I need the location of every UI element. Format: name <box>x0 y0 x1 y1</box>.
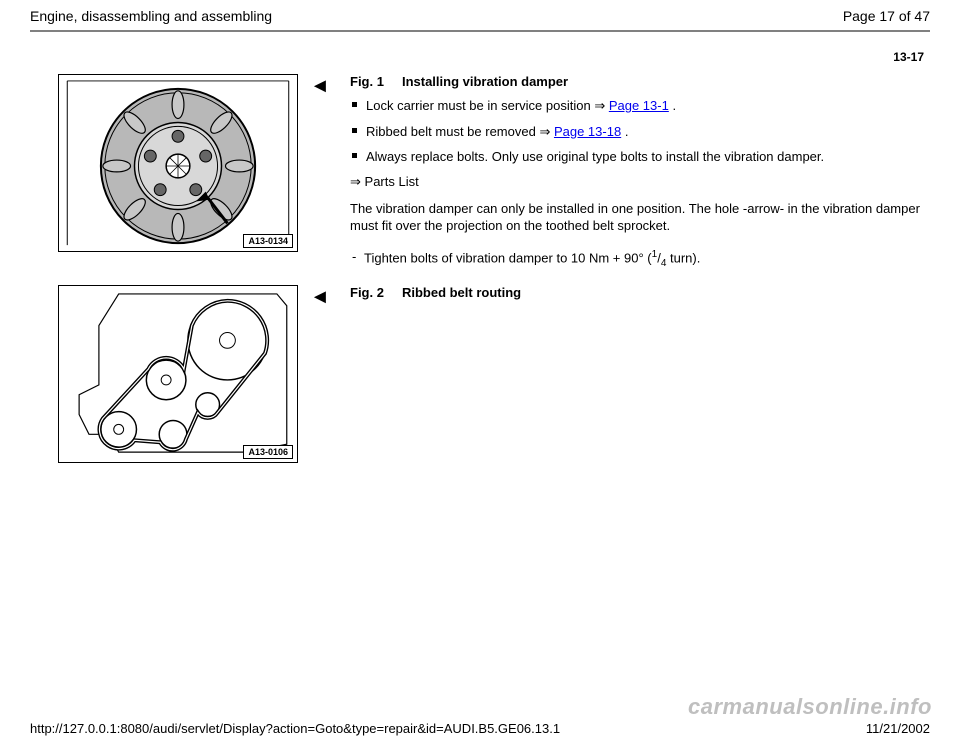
bullet-1-pre: Lock carrier must be in service position <box>366 98 594 113</box>
fig1-body: The vibration damper can only be install… <box>350 200 930 235</box>
footer-date: 11/21/2002 <box>866 721 930 736</box>
section1-text: Fig. 1 Installing vibration damper Lock … <box>350 74 930 271</box>
section-fig1: A13-0134 ◄ Fig. 1 Installing vibration d… <box>0 70 960 281</box>
page-footer: http://127.0.0.1:8080/audi/servlet/Displ… <box>0 721 960 736</box>
figure2-box: A13-0106 <box>58 285 298 463</box>
figure1-label: A13-0134 <box>243 234 293 248</box>
bullet-1-post: . <box>672 98 676 113</box>
doc-title: Engine, disassembling and assembling <box>30 8 272 24</box>
section2-text: Fig. 2 Ribbed belt routing <box>350 285 930 463</box>
fig1-title: Installing vibration damper <box>402 74 568 89</box>
fig1-bullets: Lock carrier must be in service position… <box>350 97 930 166</box>
bullet-3: Always replace bolts. Only use original … <box>350 148 930 166</box>
bullet-2-pre: Ribbed belt must be removed <box>366 124 539 139</box>
tighten-open: ( <box>644 250 652 265</box>
vibration-damper-illustration <box>59 75 297 251</box>
fig2-title: Ribbed belt routing <box>402 285 521 300</box>
link-page-13-18[interactable]: Page 13-18 <box>554 124 621 139</box>
arrow-right-icon: ⇒ <box>350 174 361 189</box>
arrow-right-icon: ⇒ <box>539 124 554 139</box>
fig2-number: Fig. 2 <box>350 285 384 300</box>
bullet-2-post: . <box>625 124 629 139</box>
link-page-13-1[interactable]: Page 13-1 <box>609 98 669 113</box>
parts-list-row: ⇒ Parts List <box>350 174 930 190</box>
watermark-text: carmanualsonline.info <box>688 694 932 720</box>
tighten-post: turn). <box>666 250 700 265</box>
pointer-arrow-2: ◄ <box>310 285 338 463</box>
arrow-right-icon: ⇒ <box>594 98 609 113</box>
triangle-left-icon: ◄ <box>310 75 330 97</box>
page-counter: Page 17 of 47 <box>843 8 930 24</box>
page-code: 13-17 <box>0 32 960 70</box>
figure2-label: A13-0106 <box>243 445 293 459</box>
figure1-box: A13-0134 <box>58 74 298 252</box>
parts-list-label: Parts List <box>365 174 419 189</box>
figure1-column: A13-0134 <box>30 74 298 271</box>
section-fig2: A13-0106 ◄ Fig. 2 Ribbed belt routing <box>0 281 960 473</box>
tighten-spec: Tighten bolts of vibration damper to 10 … <box>350 247 930 271</box>
figure2-column: A13-0106 <box>30 285 298 463</box>
fig1-number: Fig. 1 <box>350 74 384 89</box>
tighten-pre: Tighten bolts of vibration damper to 10 … <box>364 250 638 265</box>
fig1-title-row: Fig. 1 Installing vibration damper <box>350 74 930 89</box>
page-header: Engine, disassembling and assembling Pag… <box>0 0 960 28</box>
footer-url: http://127.0.0.1:8080/audi/servlet/Displ… <box>30 721 560 736</box>
bullet-1: Lock carrier must be in service position… <box>350 97 930 115</box>
pointer-arrow-1: ◄ <box>310 74 338 271</box>
triangle-left-icon: ◄ <box>310 286 330 308</box>
ribbed-belt-illustration <box>59 286 297 462</box>
bullet-2: Ribbed belt must be removed ⇒ Page 13-18… <box>350 123 930 141</box>
fig2-title-row: Fig. 2 Ribbed belt routing <box>350 285 930 300</box>
